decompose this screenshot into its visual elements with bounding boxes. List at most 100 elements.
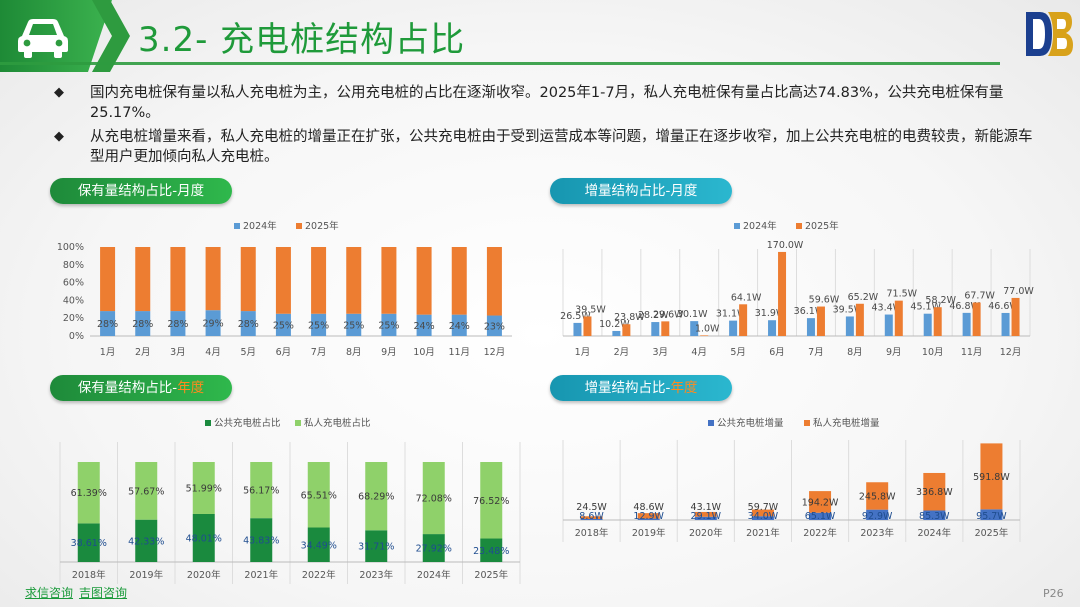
- bar-2024: [729, 320, 738, 336]
- car-icon: [18, 19, 68, 58]
- bar-2024: [381, 313, 397, 336]
- bar-public: [866, 509, 889, 520]
- x-tick-label: 2019年: [632, 527, 666, 539]
- bar-private: [637, 513, 660, 519]
- footer-brands: 求信咨询 吉图咨询: [25, 584, 133, 601]
- x-tick-label: 8月: [346, 347, 362, 358]
- data-label: 58.2W: [925, 295, 956, 306]
- data-label: 42.33%: [128, 536, 164, 547]
- data-label: 336.8W: [916, 487, 953, 498]
- bar-2024: [100, 311, 116, 336]
- bar-private: [866, 482, 889, 510]
- legend-label: 2025年: [805, 220, 839, 232]
- y-tick-label: 100%: [57, 242, 84, 253]
- x-tick-label: 12月: [1000, 347, 1022, 358]
- data-label: 31.71%: [358, 542, 394, 553]
- y-tick-label: 40%: [63, 295, 84, 306]
- chart-monthly-stock-share: 2024年 2025年 0% 20% 40% 60% 80% 100% 28% 1月 28% 2月 28…: [57, 220, 512, 358]
- x-tick-label: 2024年: [917, 527, 951, 539]
- legend-swatch: [734, 223, 740, 229]
- page-title: 3.2- 充电桩结构占比: [138, 20, 466, 60]
- data-label: 1.0W: [695, 323, 720, 334]
- bar-public: [751, 516, 774, 520]
- bar-2025: [240, 247, 256, 312]
- x-tick-label: 10月: [922, 347, 944, 358]
- data-label: 23%: [484, 321, 505, 332]
- bar-private: [250, 462, 273, 519]
- x-tick-label: 2022年: [302, 569, 336, 581]
- data-label: 12.9W: [633, 511, 664, 522]
- chart-yearly-stock-share: 公共充电桩占比 私人充电桩占比 38.61% 61.39% 2018年 42.33% 57.…: [59, 417, 521, 584]
- data-label: 46.8W: [949, 301, 980, 312]
- x-tick-label: 2021年: [244, 569, 278, 581]
- data-label: 28%: [132, 319, 153, 330]
- x-tick-label: 11月: [961, 347, 983, 358]
- footer-brand-2[interactable]: 吉图咨询: [79, 586, 128, 600]
- bar-private: [480, 462, 503, 539]
- section-label-yearly-stock: 保有量结构占比-年度: [50, 375, 232, 401]
- bar-2024: [651, 322, 660, 336]
- bar-private: [751, 509, 774, 517]
- legend-swatch: [804, 420, 810, 426]
- bar-2024: [311, 313, 327, 336]
- data-label: 24.5W: [576, 502, 607, 513]
- bar-2025: [346, 247, 362, 314]
- legend-swatch: [796, 223, 802, 229]
- x-tick-label: 2021年: [746, 527, 780, 539]
- data-label: 68.29%: [358, 492, 394, 503]
- section-label-monthly-increment: 增量结构占比-月度: [550, 178, 732, 204]
- diamond-bullet-icon: ◆: [54, 85, 64, 100]
- bar-public: [580, 519, 603, 520]
- bar-private: [307, 462, 330, 528]
- footer-brand-1[interactable]: 求信咨询: [25, 586, 74, 600]
- y-tick-label: 20%: [63, 313, 84, 324]
- bar-2024: [962, 312, 971, 336]
- x-tick-label: 12月: [484, 347, 506, 358]
- section-label-monthly-stock: 保有量结构占比-月度: [50, 178, 232, 204]
- data-label: 30.1W: [677, 309, 708, 320]
- bar-private: [694, 511, 717, 517]
- data-label: 28%: [97, 319, 118, 330]
- data-label: 92.9W: [862, 511, 893, 522]
- x-tick-label: 4月: [691, 347, 707, 358]
- x-tick-label: 5月: [730, 347, 746, 358]
- bar-private: [135, 462, 158, 520]
- section-label-highlight: 年度: [177, 380, 205, 396]
- bar-public: [923, 510, 946, 520]
- section-label-text: 保有量结构占比-月度: [77, 183, 205, 199]
- bar-private: [980, 443, 1003, 510]
- bar-2024: [275, 313, 291, 336]
- x-tick-label: 5月: [240, 347, 256, 358]
- data-label: 245.8W: [859, 491, 896, 502]
- x-tick-label: 9月: [381, 347, 397, 358]
- data-label: 57.67%: [128, 486, 164, 497]
- legend-label: 公共充电桩占比: [214, 417, 281, 429]
- bar-2025: [381, 247, 397, 314]
- x-tick-label: 2018年: [575, 527, 609, 539]
- data-label: 85.3W: [919, 511, 950, 522]
- x-tick-label: 2024年: [417, 569, 451, 581]
- bar-2025: [205, 247, 221, 311]
- bar-private: [192, 462, 215, 514]
- bar-2024: [612, 330, 621, 336]
- data-label: 46.6W: [988, 301, 1019, 312]
- x-tick-label: 7月: [808, 347, 824, 358]
- x-tick-label: 11月: [448, 347, 470, 358]
- data-label: 31.9W: [755, 308, 786, 319]
- legend-label: 2025年: [305, 220, 339, 232]
- bar-2025: [661, 321, 670, 336]
- x-tick-label: 2025年: [975, 527, 1009, 539]
- data-label: 65.51%: [301, 490, 337, 501]
- data-label: 36.1W: [794, 306, 825, 317]
- data-label: 25%: [308, 320, 329, 331]
- bar-2024: [923, 313, 932, 336]
- bar-public: [480, 538, 503, 562]
- data-label: 56.17%: [243, 486, 279, 497]
- x-tick-label: 7月: [311, 347, 327, 358]
- legend-swatch: [295, 420, 301, 426]
- data-label: 48.01%: [186, 533, 222, 544]
- data-label: 25%: [378, 320, 399, 331]
- bullet-1-text: 国内充电桩保有量以私人充电桩为主，公用充电桩的占比在逐渐收窄。2025年1-7月…: [90, 85, 1004, 121]
- bar-public: [980, 509, 1003, 520]
- bar-2025: [855, 303, 864, 336]
